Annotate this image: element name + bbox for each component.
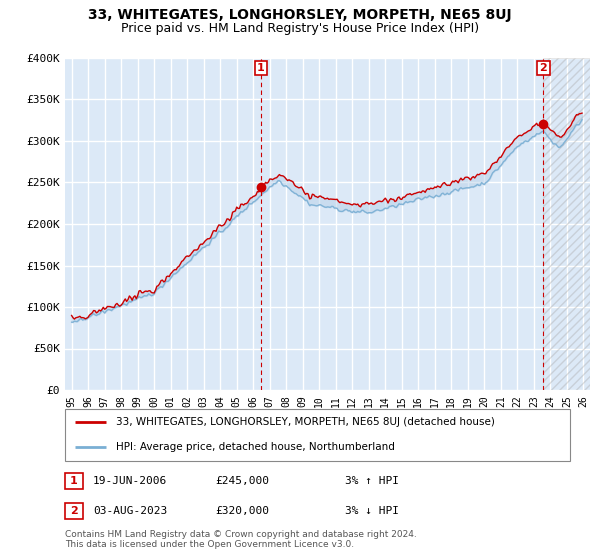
Text: HPI: Average price, detached house, Northumberland: HPI: Average price, detached house, Nort… <box>116 442 395 452</box>
Text: 33, WHITEGATES, LONGHORSLEY, MORPETH, NE65 8UJ (detached house): 33, WHITEGATES, LONGHORSLEY, MORPETH, NE… <box>116 417 495 427</box>
FancyBboxPatch shape <box>65 473 83 489</box>
Text: £245,000: £245,000 <box>215 476 269 486</box>
FancyBboxPatch shape <box>65 503 83 519</box>
Text: 3% ↓ HPI: 3% ↓ HPI <box>345 506 399 516</box>
Text: 1: 1 <box>257 63 265 73</box>
Text: 33, WHITEGATES, LONGHORSLEY, MORPETH, NE65 8UJ: 33, WHITEGATES, LONGHORSLEY, MORPETH, NE… <box>88 8 512 22</box>
Text: £320,000: £320,000 <box>215 506 269 516</box>
Text: Contains HM Land Registry data © Crown copyright and database right 2024.
This d: Contains HM Land Registry data © Crown c… <box>65 530 417 549</box>
Text: Price paid vs. HM Land Registry's House Price Index (HPI): Price paid vs. HM Land Registry's House … <box>121 22 479 35</box>
Text: 03-AUG-2023: 03-AUG-2023 <box>93 506 167 516</box>
Text: 19-JUN-2006: 19-JUN-2006 <box>93 476 167 486</box>
Text: 3% ↑ HPI: 3% ↑ HPI <box>345 476 399 486</box>
Text: 1: 1 <box>70 476 78 486</box>
Text: 2: 2 <box>70 506 78 516</box>
FancyBboxPatch shape <box>65 409 570 461</box>
Text: 2: 2 <box>539 63 547 73</box>
